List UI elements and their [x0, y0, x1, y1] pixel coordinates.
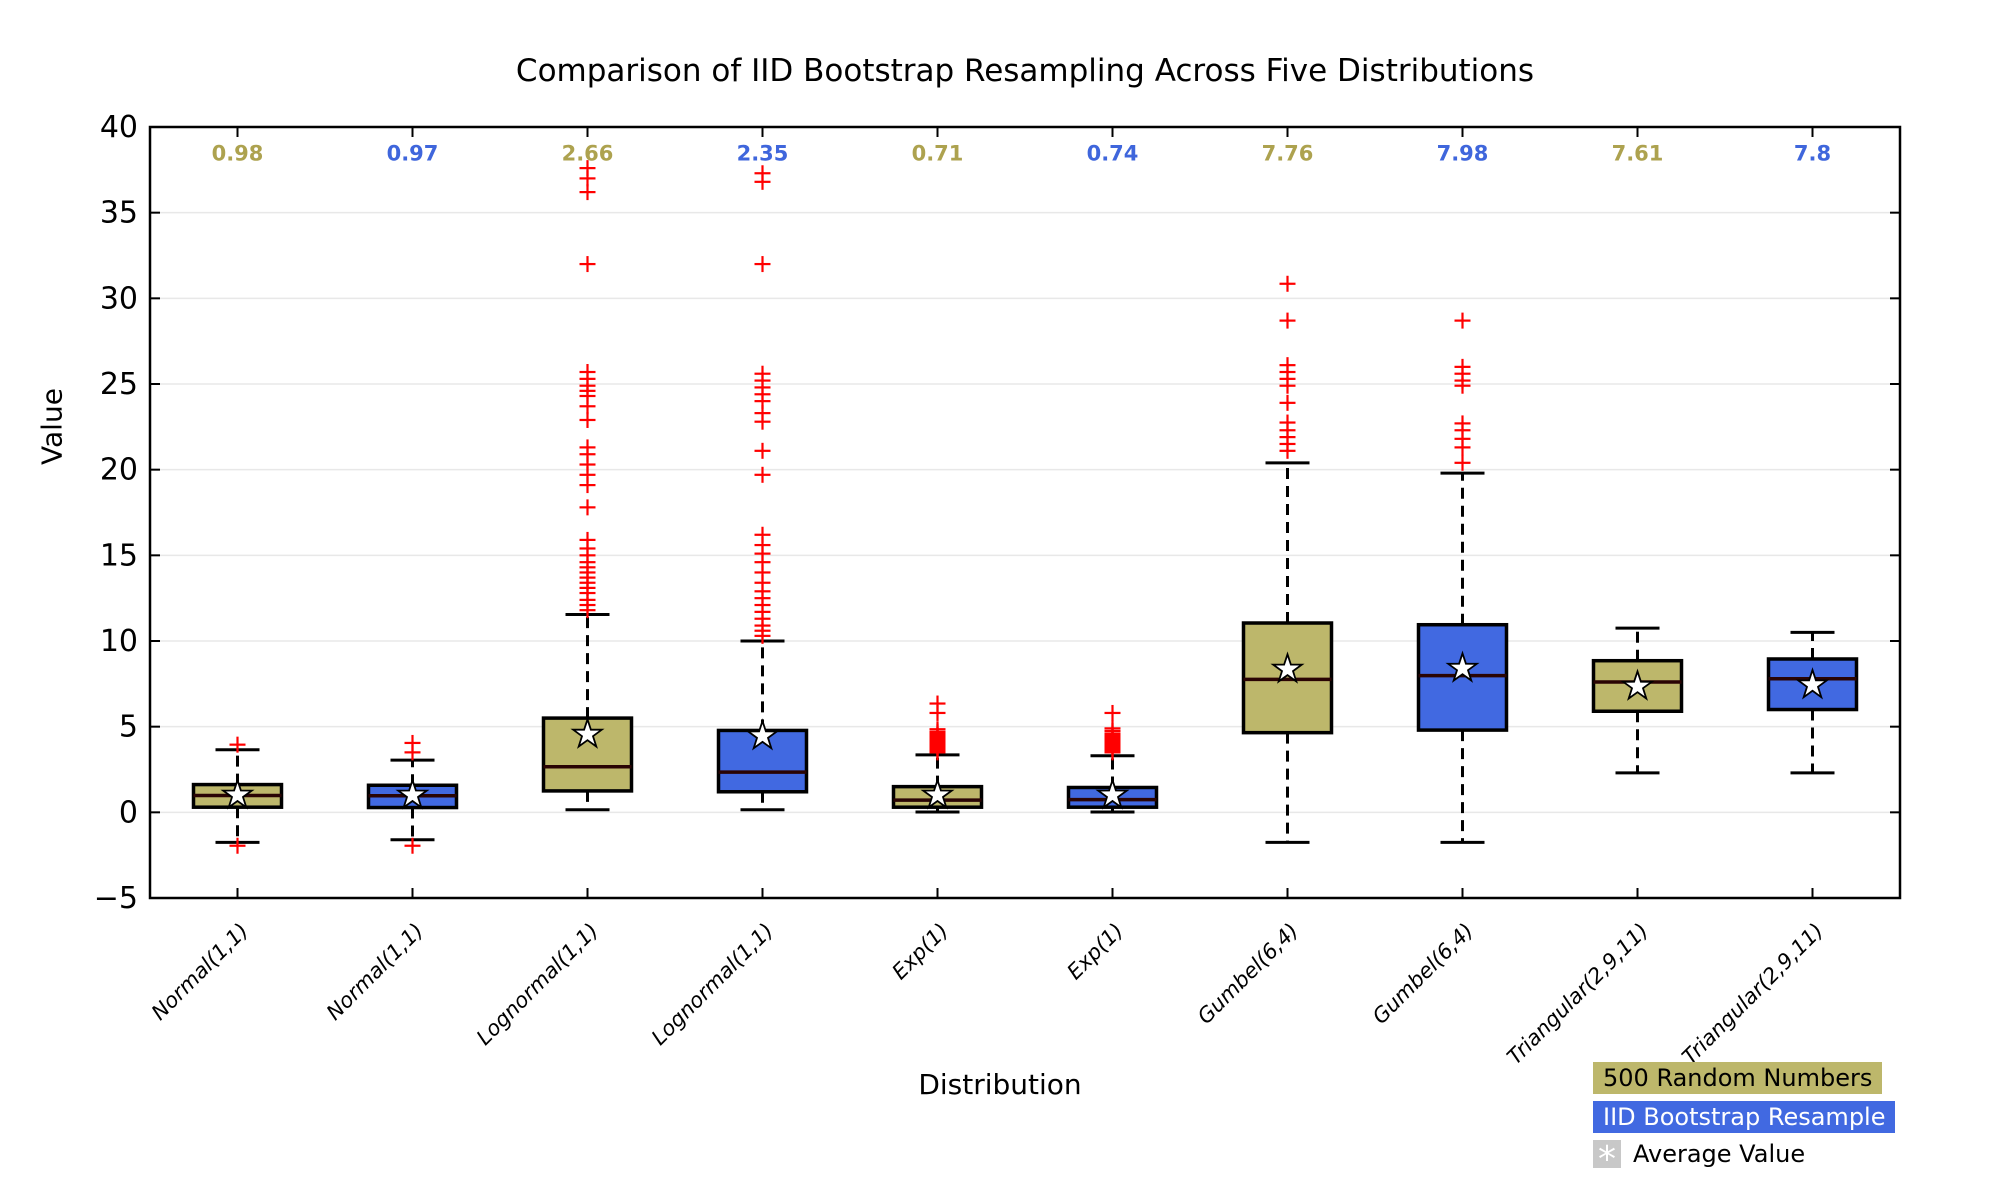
axes-frame	[148, 125, 1902, 900]
median-annotation: 7.8	[1794, 142, 1831, 166]
y-tick-label: 0	[119, 795, 138, 830]
x-tick-label: Lognormal(1,1)	[647, 919, 778, 1050]
chart-title: Comparison of IID Bootstrap Resampling A…	[515, 53, 1535, 89]
mean-star-marker	[1095, 777, 1130, 810]
x-tick-label: Triangular(2,9,11)	[1677, 919, 1828, 1070]
y-tick-label: 10	[100, 624, 138, 659]
y-tick-label: 5	[119, 710, 138, 745]
mean-star-marker	[395, 777, 430, 810]
mean-star-marker	[1270, 651, 1305, 684]
x-tick-label: Normal(1,1)	[322, 919, 428, 1025]
legend-mean-label: Average Value	[1633, 1140, 1806, 1168]
x-tick-label: Gumbel(6,4)	[1368, 919, 1478, 1029]
median-annotation: 0.71	[912, 142, 964, 166]
y-tick-label: 40	[100, 110, 138, 145]
median-annotation: 7.98	[1437, 142, 1489, 166]
y-tick-label: 15	[100, 538, 138, 573]
legend-mean-entry: * Average Value	[1593, 1140, 1805, 1168]
y-tick-label: 20	[100, 453, 138, 488]
y-tick-label: 35	[100, 196, 138, 231]
y-tick-label: 25	[100, 367, 138, 402]
legend-series2-patch: IID Bootstrap Resample	[1593, 1101, 1896, 1133]
median-annotation: 0.74	[1087, 142, 1139, 166]
median-annotation: 7.61	[1612, 142, 1664, 166]
x-tick-label: Exp(1)	[887, 919, 953, 985]
y-tick-label: −5	[94, 881, 138, 916]
x-tick-label: Normal(1,1)	[147, 919, 253, 1025]
average-value-star-icon: *	[1593, 1140, 1621, 1168]
mean-star-marker	[1445, 650, 1480, 683]
median-annotation: 0.97	[387, 142, 439, 166]
mean-star-marker	[1620, 668, 1655, 701]
median-annotation: 7.76	[1262, 142, 1314, 166]
box	[1416, 622, 1509, 732]
mean-star-marker	[920, 777, 955, 810]
median-annotation: 2.35	[737, 142, 789, 166]
x-tick-label: Lognormal(1,1)	[472, 919, 603, 1050]
legend: 500 Random Numbers IID Bootstrap Resampl…	[1593, 1062, 1896, 1168]
x-tick-label: Gumbel(6,4)	[1193, 919, 1303, 1029]
x-tick-label: Triangular(2,9,11)	[1502, 919, 1653, 1070]
y-tick-label: 30	[100, 281, 138, 316]
mean-star-marker	[745, 718, 780, 751]
legend-series1-patch: 500 Random Numbers	[1593, 1062, 1883, 1094]
mean-star-marker	[570, 716, 605, 749]
median-annotation: 0.98	[212, 142, 264, 166]
mean-star-marker	[1795, 667, 1830, 700]
x-axis-label: Distribution	[918, 1068, 1082, 1101]
x-tick-label: Exp(1)	[1062, 919, 1128, 985]
mean-star-marker	[220, 777, 255, 810]
